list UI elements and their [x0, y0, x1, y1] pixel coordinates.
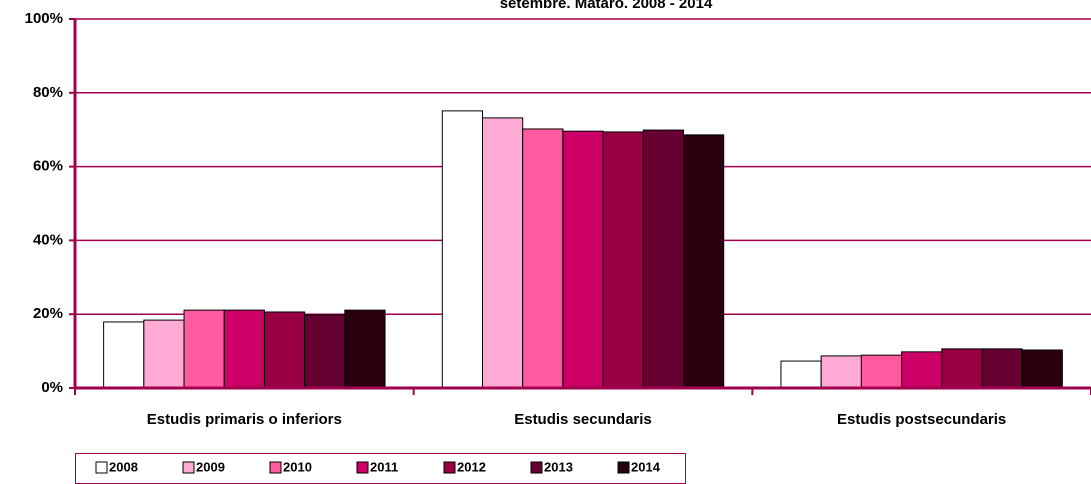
- y-tick-label: 0%: [41, 379, 63, 396]
- legend-swatch: [443, 461, 456, 474]
- bar: [522, 128, 564, 389]
- bar: [304, 314, 346, 389]
- bar: [183, 309, 225, 389]
- x-tick-label: Estudis primaris o inferiors: [147, 411, 342, 428]
- y-tick-label: 60%: [33, 158, 63, 175]
- legend-label: 2010: [283, 459, 312, 474]
- bar: [602, 131, 644, 389]
- bar: [860, 354, 903, 389]
- bar: [223, 309, 265, 389]
- legend-swatch: [95, 461, 108, 474]
- bar: [683, 134, 725, 389]
- legend-label: 2009: [196, 459, 225, 474]
- bar: [901, 351, 943, 389]
- bar: [981, 348, 1023, 389]
- legend-box: [75, 453, 686, 484]
- bar: [344, 309, 386, 389]
- y-tick-label: 100%: [25, 10, 63, 27]
- legend-swatch: [356, 461, 369, 474]
- bar: [780, 360, 822, 389]
- bar: [1021, 349, 1063, 389]
- y-tick-label: 40%: [33, 231, 63, 248]
- y-tick-label: 80%: [33, 84, 63, 101]
- legend-swatch: [617, 461, 630, 474]
- bar: [263, 311, 306, 389]
- bar: [642, 129, 684, 389]
- legend-label: 2013: [544, 459, 573, 474]
- legend-label: 2011: [370, 459, 398, 474]
- legend-label: 2008: [109, 459, 138, 474]
- legend-label: 2014: [631, 459, 661, 474]
- bar: [941, 348, 983, 389]
- chart-title: setembre. Mataró. 2008 - 2014: [500, 0, 713, 12]
- y-tick-label: 20%: [33, 305, 63, 322]
- bar: [562, 130, 604, 389]
- x-tick-label: Estudis secundaris: [514, 411, 652, 428]
- legend-label: 2012: [457, 459, 486, 474]
- legend: 2008 2009 2010 2011 2012 2013 2014: [75, 453, 686, 484]
- bar: [103, 321, 145, 389]
- x-tick-label: Estudis postsecundaris: [837, 411, 1006, 428]
- bar: [143, 319, 185, 389]
- bar: [482, 117, 524, 389]
- legend-swatch: [530, 461, 543, 474]
- bar: [441, 110, 483, 389]
- bar: [820, 355, 862, 389]
- legend-swatch: [182, 461, 195, 474]
- legend-swatch: [269, 461, 282, 474]
